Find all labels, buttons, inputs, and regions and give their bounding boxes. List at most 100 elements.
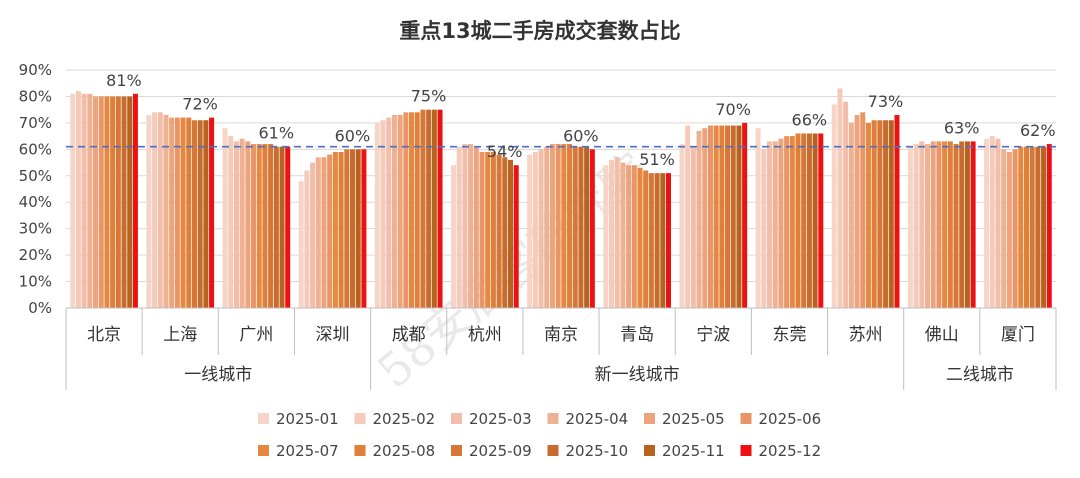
data-label: 73% <box>868 92 904 111</box>
bar <box>818 133 824 308</box>
chart-title: 重点13城二手房成交套数占比 <box>399 19 680 43</box>
bar <box>197 120 203 309</box>
bar <box>1018 146 1024 308</box>
category-label: 深圳 <box>316 325 350 345</box>
category-label: 青岛 <box>620 325 654 345</box>
category-label: 苏州 <box>849 325 883 345</box>
bar <box>666 173 671 308</box>
y-tick-label: 90% <box>19 61 52 79</box>
bar <box>942 141 948 308</box>
bar <box>1023 146 1029 308</box>
bar <box>865 122 871 308</box>
bar <box>713 125 719 308</box>
data-label: 54% <box>487 142 523 161</box>
bar <box>527 154 533 308</box>
legend: 2025-01 2025-02 2025-03 2025-04 2025-05 2025-… <box>258 410 821 460</box>
bar <box>374 122 380 308</box>
bar <box>315 157 321 308</box>
bar <box>456 146 462 308</box>
bar <box>485 151 491 308</box>
bar <box>736 125 742 308</box>
bar <box>877 120 883 309</box>
bar <box>157 112 163 308</box>
data-label: 75% <box>411 87 447 106</box>
bar <box>391 114 397 309</box>
bar <box>561 144 567 308</box>
bar <box>209 117 215 308</box>
bar <box>98 96 104 308</box>
y-tick-label: 20% <box>19 246 52 264</box>
bar <box>451 165 456 308</box>
legend-swatch <box>258 445 269 456</box>
bar <box>186 117 192 308</box>
bar <box>115 96 121 308</box>
bar <box>479 151 485 308</box>
legend-swatch <box>451 445 462 456</box>
bar <box>719 125 725 308</box>
bar <box>81 93 87 308</box>
bar <box>146 114 152 309</box>
bar <box>403 112 409 308</box>
bar <box>854 114 860 309</box>
bar <box>631 165 637 308</box>
bar <box>203 120 209 309</box>
legend-label: 2025-08 <box>373 442 436 460</box>
data-label: 62% <box>1020 121 1056 140</box>
legend-label: 2025-06 <box>759 410 822 428</box>
bar <box>871 120 877 309</box>
bar <box>784 136 790 308</box>
bar <box>603 165 609 308</box>
bar <box>1029 146 1035 308</box>
bar <box>589 149 595 308</box>
bar <box>555 144 561 308</box>
bar <box>778 138 784 308</box>
bar <box>332 151 338 308</box>
legend-swatch <box>740 445 752 456</box>
bar <box>696 130 702 308</box>
data-label: 63% <box>944 118 980 137</box>
bar <box>437 109 443 308</box>
bar <box>848 122 854 308</box>
data-label: 60% <box>335 126 371 145</box>
bar <box>508 159 513 308</box>
bar <box>725 125 731 308</box>
bar <box>637 167 643 308</box>
bar <box>251 144 257 308</box>
data-label: 66% <box>792 110 828 129</box>
bar <box>397 114 403 309</box>
bar <box>789 136 795 308</box>
legend-label: 2025-04 <box>566 410 629 428</box>
data-label: 60% <box>563 126 599 145</box>
bar <box>532 151 538 308</box>
category-label: 成都 <box>392 325 426 345</box>
bar <box>690 146 696 308</box>
bar <box>860 112 866 308</box>
category-label: 广州 <box>239 325 273 345</box>
bar <box>679 144 685 308</box>
bar <box>268 144 274 308</box>
axes: 0% 10% 20% 30% 40% 50% 60% 70% 80% 90% 北京 上海 广州 深圳 成都 杭… <box>19 61 1057 390</box>
bar <box>772 141 778 308</box>
bar <box>409 112 415 308</box>
legend-label: 2025-03 <box>469 410 532 428</box>
bar <box>285 146 291 308</box>
y-tick-label: 50% <box>19 167 52 185</box>
bar <box>256 144 262 308</box>
bar <box>355 149 361 308</box>
bar <box>578 146 584 308</box>
bar <box>93 96 99 308</box>
legend-label: 2025-02 <box>373 410 436 428</box>
legend-swatch <box>644 413 655 424</box>
bar <box>361 149 367 308</box>
bar <box>344 149 350 308</box>
bar <box>947 141 953 308</box>
bar <box>761 149 767 308</box>
bar <box>228 136 234 308</box>
legend-label: 2025-10 <box>566 442 629 460</box>
bar <box>75 91 81 308</box>
legend-swatch <box>547 413 559 424</box>
bar <box>310 162 316 308</box>
bar <box>572 146 578 308</box>
bar <box>953 144 959 308</box>
